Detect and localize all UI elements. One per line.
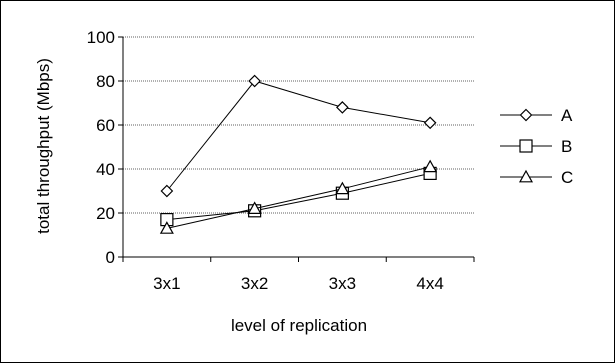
data-point-A-4x4: [423, 116, 437, 130]
x-tick-label-3x2: 3x2: [241, 274, 268, 293]
data-point-C-3x2: [247, 201, 262, 214]
y-tick-label: 40: [96, 160, 115, 179]
legend-label-C: C: [561, 168, 573, 187]
series-line-A: [166, 80, 431, 192]
data-point-C-3x3: [335, 181, 350, 195]
axes: [118, 36, 475, 262]
x-axis-title: level of replication: [231, 316, 367, 335]
series-line-C: [166, 166, 431, 229]
data-point-A-3x1: [160, 184, 174, 198]
legend-marker-B: [519, 139, 533, 153]
data-point-A-3x3: [336, 101, 349, 114]
x-tick-label-3x1: 3x1: [153, 274, 180, 293]
y-tick-label: 80: [96, 72, 115, 91]
legend-label-A: A: [561, 106, 573, 125]
y-axis-title: total throughput (Mbps): [34, 58, 53, 234]
data-point-C-4x4: [423, 159, 438, 173]
y-tick-label: 100: [87, 28, 115, 47]
tick-labels: 0 20 40 60 80 100 3x1 3x2 3x3 4x4: [87, 28, 444, 293]
legend-marker-A: [519, 108, 533, 122]
legend-marker-C: [518, 169, 534, 183]
y-tick-label: 20: [96, 204, 115, 223]
grid-lines: [123, 36, 474, 214]
series-lines: [159, 74, 438, 234]
data-point-C-3x1: [159, 221, 174, 234]
y-tick-label: 0: [106, 248, 115, 267]
legend-label-B: B: [561, 137, 572, 156]
x-tick-label-4x4: 4x4: [416, 274, 443, 293]
series-line-B: [166, 172, 431, 221]
y-tick-label: 60: [96, 116, 115, 135]
legend: ABC: [500, 106, 573, 187]
data-point-A-3x2: [248, 74, 261, 88]
x-tick-label-3x3: 3x3: [329, 274, 356, 293]
